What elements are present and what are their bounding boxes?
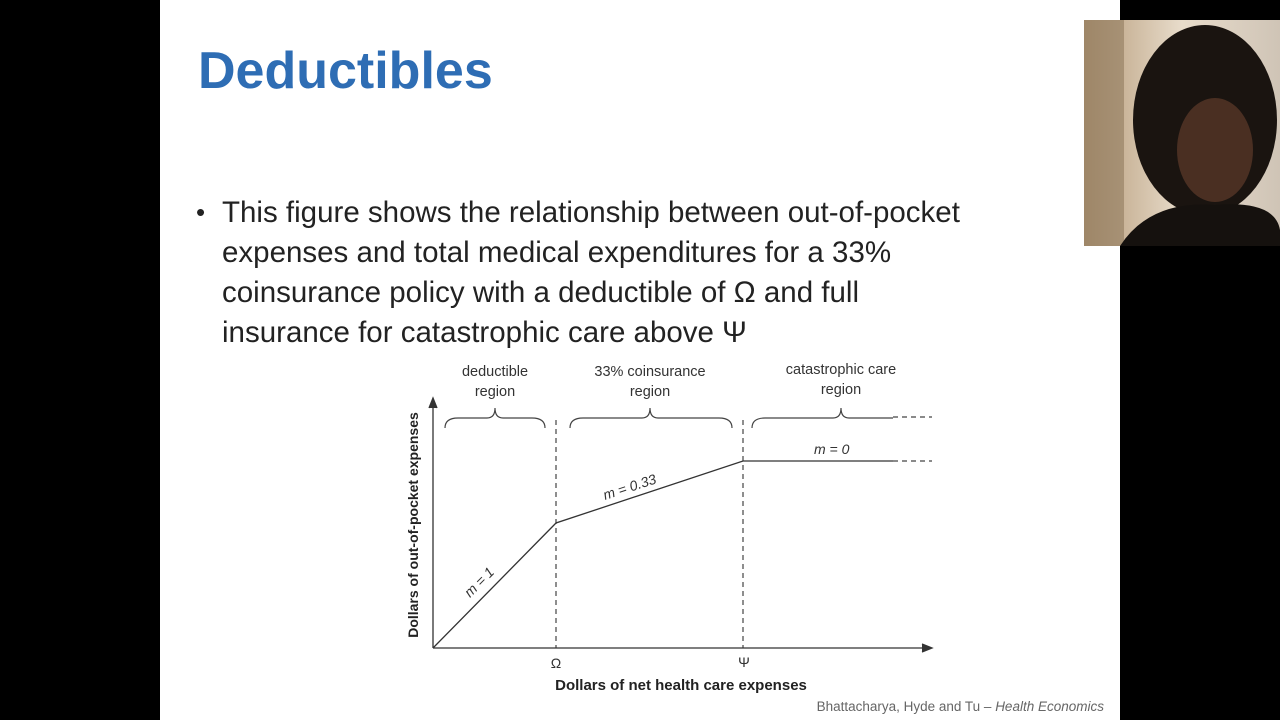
region-label: catastrophic care bbox=[786, 362, 896, 378]
payment-line bbox=[432, 460, 893, 649]
region-label: 33% coinsurance bbox=[594, 364, 705, 380]
y-axis-label: Dollars of out-of-pocket expenses bbox=[405, 412, 421, 638]
x-marker: Ω bbox=[551, 655, 561, 671]
x-axis-label: Dollars of net health care expenses bbox=[555, 677, 807, 694]
region-label: deductible bbox=[462, 364, 528, 380]
citation-authors: Bhattacharya, Hyde and Tu – bbox=[817, 699, 996, 714]
bullet-line: insurance for catastrophic care above Ψ bbox=[222, 316, 747, 349]
brace bbox=[569, 407, 733, 429]
bullet-line: coinsurance policy with a deductible of … bbox=[222, 276, 859, 309]
slope-label: m = 0 bbox=[814, 441, 850, 457]
citation-book: Health Economics bbox=[995, 699, 1104, 714]
slide bbox=[160, 0, 1120, 720]
bullet-line: This figure shows the relationship betwe… bbox=[222, 196, 960, 229]
axis-arrow bbox=[921, 643, 934, 653]
webcam-face bbox=[1177, 98, 1253, 202]
webcam-door bbox=[1084, 20, 1124, 246]
webcam bbox=[1084, 20, 1280, 246]
webcam-body bbox=[1120, 204, 1280, 246]
bullet-dot: • bbox=[196, 197, 205, 227]
bullet-line: expenses and total medical expenditures … bbox=[222, 236, 891, 269]
region-label: region bbox=[475, 384, 515, 400]
figure: deductible region 33% coinsurance region… bbox=[405, 362, 934, 694]
slide-title: Deductibles bbox=[198, 42, 493, 100]
citation: Bhattacharya, Hyde and Tu – Health Econo… bbox=[817, 699, 1105, 714]
region-label: region bbox=[821, 382, 861, 398]
brace bbox=[444, 407, 546, 429]
brace bbox=[751, 407, 893, 429]
x-marker: Ψ bbox=[738, 654, 750, 670]
axis-arrow bbox=[428, 396, 438, 409]
region-label: region bbox=[630, 384, 670, 400]
